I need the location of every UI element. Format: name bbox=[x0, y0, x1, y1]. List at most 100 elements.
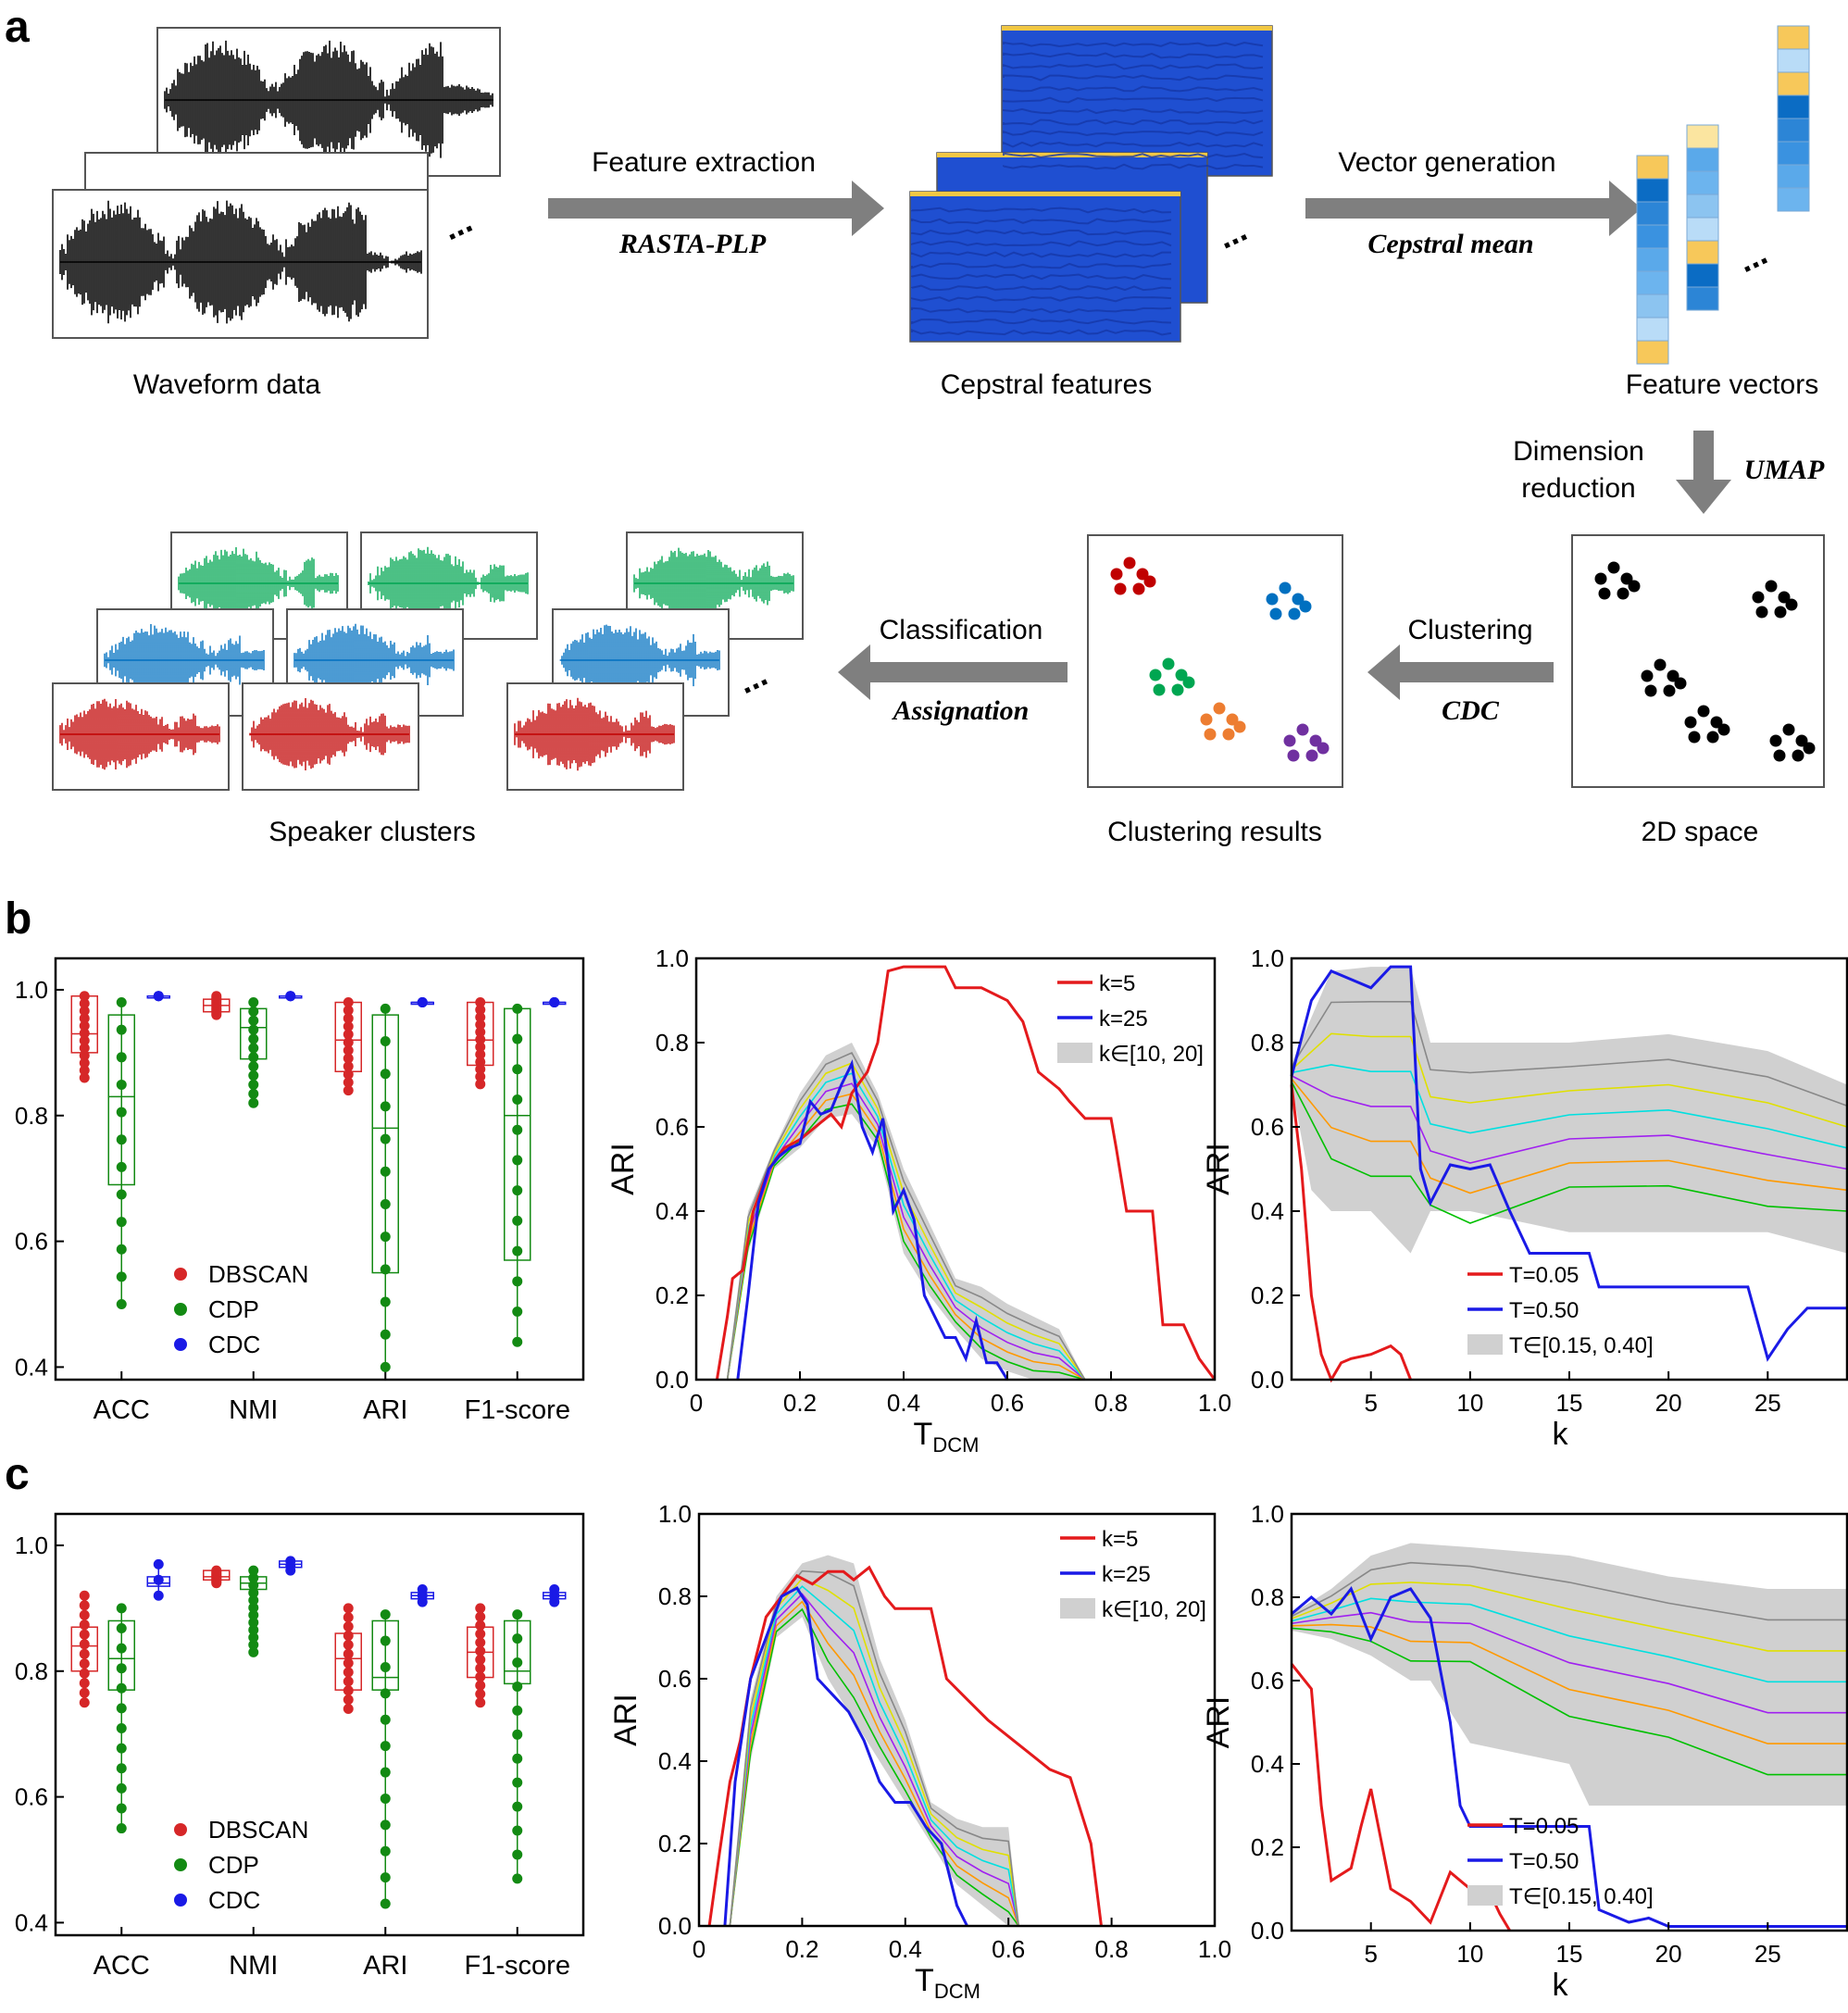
y-tick-label: 0.8 bbox=[656, 1029, 689, 1057]
label-classification: Classification bbox=[880, 615, 1043, 645]
box-point bbox=[116, 1217, 127, 1228]
box-point bbox=[512, 1245, 523, 1257]
point-2d bbox=[1773, 749, 1786, 762]
legend-label: k∈[10, 20] bbox=[1099, 1042, 1204, 1067]
panel-label-b: b bbox=[5, 894, 31, 944]
box-point bbox=[116, 1079, 127, 1090]
band-member-line bbox=[729, 1593, 1020, 1927]
box-point bbox=[475, 1034, 486, 1045]
vector-cell bbox=[1686, 124, 1719, 149]
label-vector-generation: Vector generation bbox=[1338, 147, 1555, 178]
arrow-dimension-reduction bbox=[1676, 431, 1731, 514]
point-clustered bbox=[1171, 683, 1184, 696]
box-point bbox=[79, 1050, 90, 1061]
y-tick-label: 0.2 bbox=[1251, 1282, 1284, 1309]
band-member-line bbox=[1291, 1627, 1847, 1776]
waveform-stack: ... bbox=[52, 27, 501, 339]
point-2d bbox=[1752, 591, 1765, 604]
box-point bbox=[116, 1052, 127, 1063]
box-point bbox=[79, 1678, 90, 1689]
heatmap-band bbox=[911, 262, 1172, 269]
heatmap-band bbox=[1003, 96, 1264, 104]
box-point bbox=[380, 1898, 391, 1909]
vector-cell bbox=[1636, 224, 1669, 249]
y-tick-label: 0.4 bbox=[1251, 1197, 1284, 1225]
heatmap-band bbox=[911, 295, 1172, 303]
arrow-feature-extraction bbox=[548, 181, 884, 236]
box-point bbox=[79, 1629, 90, 1640]
point-2d bbox=[1717, 723, 1730, 736]
box-point bbox=[380, 1003, 391, 1014]
box-point bbox=[153, 1558, 164, 1569]
box-point bbox=[475, 1071, 486, 1082]
method-umap: UMAP bbox=[1744, 455, 1825, 485]
box-point bbox=[512, 1849, 523, 1860]
chart-c-box: 0.4 0.6 0.8 1.0 ACC NMI ARI F1-score DBSCAN CDP CD… bbox=[15, 1512, 585, 1981]
arrow-clustering bbox=[1367, 644, 1554, 700]
speaker-waveform bbox=[178, 547, 339, 619]
box-point bbox=[116, 1024, 127, 1035]
y-tick-label: 0.8 bbox=[15, 1102, 48, 1130]
box-point bbox=[475, 1663, 486, 1674]
legend-marker bbox=[174, 1268, 187, 1281]
box-point bbox=[343, 1667, 354, 1678]
x-tick-label: 20 bbox=[1655, 1389, 1682, 1417]
point-2d bbox=[1697, 705, 1710, 718]
box-point bbox=[512, 1873, 523, 1884]
x-tick-label: 15 bbox=[1556, 1389, 1583, 1417]
x-axis-label: k bbox=[1553, 1968, 1569, 2003]
box-point bbox=[248, 1015, 259, 1026]
legend-swatch bbox=[1467, 1885, 1503, 1906]
legend-label: T=0.50 bbox=[1509, 1298, 1579, 1323]
box-point bbox=[248, 997, 259, 1008]
heatmap-band bbox=[1003, 163, 1264, 170]
heatmap-band bbox=[911, 284, 1172, 292]
legend-label: CDC bbox=[208, 1886, 260, 1914]
vector-cell bbox=[1777, 48, 1810, 73]
band-member-line bbox=[1291, 1075, 1848, 1170]
point-clustered bbox=[1136, 568, 1149, 581]
x-axis-label-sub: DCM bbox=[932, 1433, 979, 1457]
box-point bbox=[475, 997, 486, 1008]
box-point bbox=[343, 1694, 354, 1706]
point-clustered bbox=[1200, 713, 1213, 726]
box-point bbox=[248, 1024, 259, 1035]
point-2d bbox=[1769, 734, 1782, 747]
x-tick-label: NMI bbox=[229, 1951, 278, 1981]
y-tick-label: 0.2 bbox=[1251, 1833, 1284, 1861]
speaker-waveform bbox=[59, 698, 220, 770]
box-point bbox=[343, 1005, 354, 1016]
box-point bbox=[343, 1630, 354, 1641]
band-member-line bbox=[1291, 1597, 1847, 1683]
x-tick-label: F1-score bbox=[465, 1395, 570, 1425]
x-tick-label: NMI bbox=[229, 1395, 278, 1425]
method-cepstral-mean: Cepstral mean bbox=[1367, 229, 1533, 259]
cepstral-stack: ... bbox=[909, 25, 1273, 343]
x-tick-label: 0.8 bbox=[1095, 1935, 1129, 1963]
legend-label: T=0.05 bbox=[1509, 1814, 1579, 1839]
box-point bbox=[475, 1019, 486, 1031]
box-point bbox=[380, 1069, 391, 1080]
stage-clustering-results: Clustering results bbox=[1107, 817, 1322, 847]
box-point bbox=[512, 1064, 523, 1075]
band-member-line bbox=[726, 1051, 1086, 1381]
heatmap-band bbox=[1003, 107, 1264, 115]
box-point bbox=[285, 1556, 296, 1567]
point-clustered bbox=[1309, 734, 1322, 747]
box-point bbox=[380, 1793, 391, 1804]
chart-b-tdcm: 0.0 0.2 0.4 0.6 0.8 1.0 0 0.2 0.4 0.6 0.8 1.0 ARI TDC… bbox=[606, 944, 1231, 1457]
box-point bbox=[79, 1619, 90, 1631]
y-tick-label: 1.0 bbox=[656, 944, 689, 972]
vector-cell bbox=[1777, 141, 1810, 166]
box-point bbox=[116, 1244, 127, 1255]
box-point bbox=[211, 1565, 222, 1576]
band-area bbox=[1292, 967, 1847, 1254]
x-tick-label: 10 bbox=[1456, 1389, 1483, 1417]
waveform-front bbox=[59, 200, 422, 324]
series-line bbox=[1291, 1586, 1847, 1928]
box-point bbox=[512, 1801, 523, 1812]
chart-c-tdcm: 0.0 0.2 0.4 0.6 0.8 1.0 0 0.2 0.4 0.6 0.8 1.0 ARI TDC… bbox=[608, 1500, 1231, 2003]
x-tick-label: ACC bbox=[94, 1395, 150, 1425]
box-point bbox=[248, 1572, 259, 1583]
point-2d bbox=[1688, 731, 1701, 744]
